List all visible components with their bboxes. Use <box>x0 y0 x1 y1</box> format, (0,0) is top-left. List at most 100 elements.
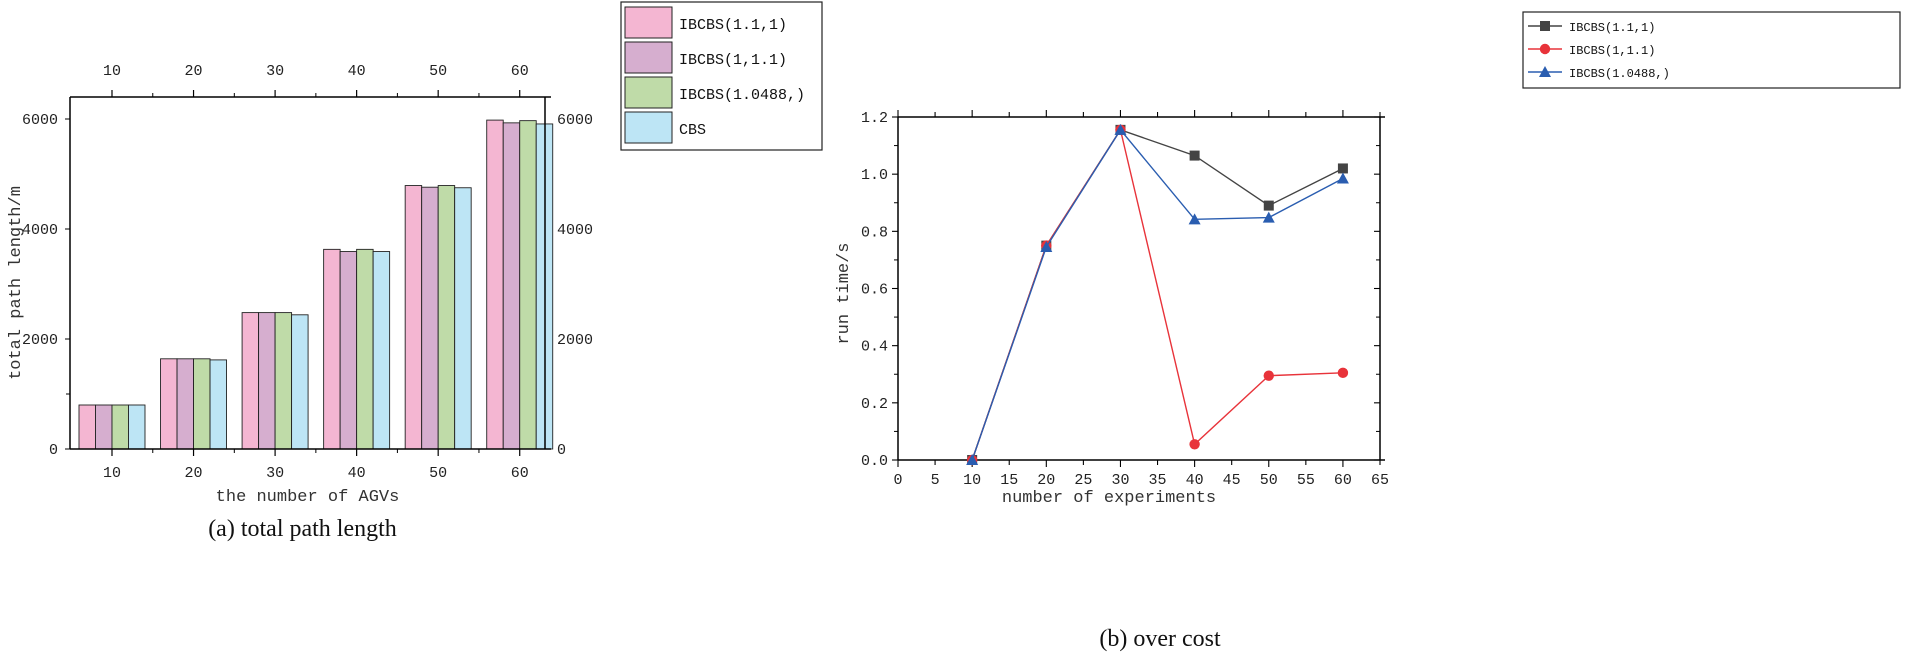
legend-label: CBS <box>679 122 706 139</box>
x-tick-label-top: 20 <box>185 63 203 80</box>
legend-box <box>1522 11 1901 89</box>
bar <box>404 185 423 450</box>
x-tick-label-top: 30 <box>266 63 284 80</box>
x-tick-label-top: 50 <box>429 63 447 80</box>
data-point-square <box>1337 163 1348 174</box>
bar <box>111 404 129 450</box>
chart-caption: (b) over cost <box>1099 626 1221 652</box>
legend: IBCBS(1.1,1) IBCBS(1,1.1) IBCBS(1.0488,) <box>1522 11 1901 89</box>
bar <box>339 251 358 450</box>
bar <box>78 404 96 450</box>
bar <box>502 122 521 450</box>
x-tick-label: 50 <box>429 465 447 482</box>
series-line <box>971 128 1344 461</box>
bar <box>291 314 309 450</box>
x-tick-label: 30 <box>1111 472 1129 489</box>
data-point-circle <box>1189 439 1200 450</box>
series-triangle <box>966 123 1349 465</box>
bar <box>128 404 146 450</box>
bar <box>372 251 391 450</box>
x-tick-label: 40 <box>1186 472 1204 489</box>
series-circle <box>966 124 1349 466</box>
bar <box>454 187 472 450</box>
legend-label: IBCBS(1.0488,) <box>1569 67 1670 81</box>
chart-caption: (a) total path length <box>208 516 397 542</box>
bar <box>486 119 504 450</box>
x-tick-label-top: 10 <box>103 63 121 80</box>
data-point-triangle <box>1188 213 1201 225</box>
x-tick-label: 60 <box>1334 472 1352 489</box>
legend-swatch <box>624 41 673 74</box>
bar <box>209 359 227 450</box>
data-point-square <box>1189 150 1200 161</box>
legend-label: IBCBS(1.0488,) <box>679 87 805 104</box>
bar <box>95 404 113 450</box>
bar <box>519 120 537 450</box>
y-tick-label: 0.6 <box>861 282 888 299</box>
bar <box>241 312 260 450</box>
bar <box>258 312 276 450</box>
data-point-triangle <box>1539 66 1551 77</box>
bar <box>176 358 194 450</box>
y-tick-label: 0 <box>49 442 58 459</box>
x-tick-label: 0 <box>893 472 902 489</box>
x-tick-label: 10 <box>103 465 121 482</box>
data-point-square <box>1540 21 1550 31</box>
series-line <box>971 129 1344 461</box>
bar <box>160 358 178 450</box>
x-tick-label: 20 <box>185 465 203 482</box>
data-point-triangle <box>1336 172 1349 184</box>
x-tick-label-top: 40 <box>348 63 366 80</box>
x-tick-label: 65 <box>1371 472 1389 489</box>
bar <box>437 185 456 450</box>
x-tick-label: 55 <box>1297 472 1315 489</box>
data-point-circle <box>1263 370 1274 381</box>
x-axis-label: the number of AGVs <box>216 488 400 507</box>
y-tick-label: 6000 <box>22 112 58 129</box>
legend-label: IBCBS(1.1,1) <box>679 17 787 34</box>
x-tick-label: 15 <box>1000 472 1018 489</box>
x-tick-label: 45 <box>1223 472 1241 489</box>
line-chart-over-cost: 0 5 10 15 20 25 30 35 40 45 50 55 60 65 0.0 0.2 0.4 0.6 0.… <box>835 11 1901 652</box>
y-tick-label: 0.4 <box>861 339 888 356</box>
data-point-circle <box>1337 367 1349 379</box>
y-tick-label-right: 0 <box>557 442 566 459</box>
y-axis-label: total path length/m <box>7 186 26 380</box>
x-tick-label: 40 <box>348 465 366 482</box>
bar <box>421 186 439 450</box>
y-tick-label: 1.0 <box>861 167 888 184</box>
data-point-triangle <box>966 454 979 465</box>
data-point-triangle <box>1040 241 1053 253</box>
x-tick-label: 10 <box>963 472 981 489</box>
x-tick-label: 20 <box>1037 472 1055 489</box>
x-tick-label: 25 <box>1074 472 1092 489</box>
y-axis-label: run time/s <box>835 242 854 344</box>
bar <box>274 312 293 450</box>
legend-label: IBCBS(1.1,1) <box>1569 21 1655 35</box>
legend-swatch <box>624 6 673 39</box>
y-tick-label-right: 6000 <box>557 112 593 129</box>
legend: IBCBS(1.1,1) IBCBS(1,1.1) IBCBS(1.0488,) CB… <box>620 1 823 151</box>
y-tick-label: 0.0 <box>861 453 888 470</box>
bar <box>356 248 374 450</box>
y-tick-label-right: 4000 <box>557 222 593 239</box>
y-tick-label: 1.2 <box>861 110 888 127</box>
x-tick-label: 5 <box>931 472 940 489</box>
data-point-triangle <box>1262 211 1275 223</box>
data-point-triangle <box>1114 123 1127 135</box>
y-tick-label: 0.8 <box>861 224 888 241</box>
x-tick-label: 60 <box>511 465 529 482</box>
series-line <box>971 128 1343 461</box>
series-square <box>967 124 1348 465</box>
data-point-square <box>1263 200 1274 211</box>
x-tick-label: 50 <box>1260 472 1278 489</box>
legend-swatch <box>624 111 673 144</box>
y-tick-label: 4000 <box>22 222 58 239</box>
x-tick-label: 35 <box>1149 472 1167 489</box>
data-point-circle <box>1539 43 1551 55</box>
bar <box>193 358 211 450</box>
y-tick-label-right: 2000 <box>557 332 593 349</box>
y-tick-label: 0.2 <box>861 396 888 413</box>
